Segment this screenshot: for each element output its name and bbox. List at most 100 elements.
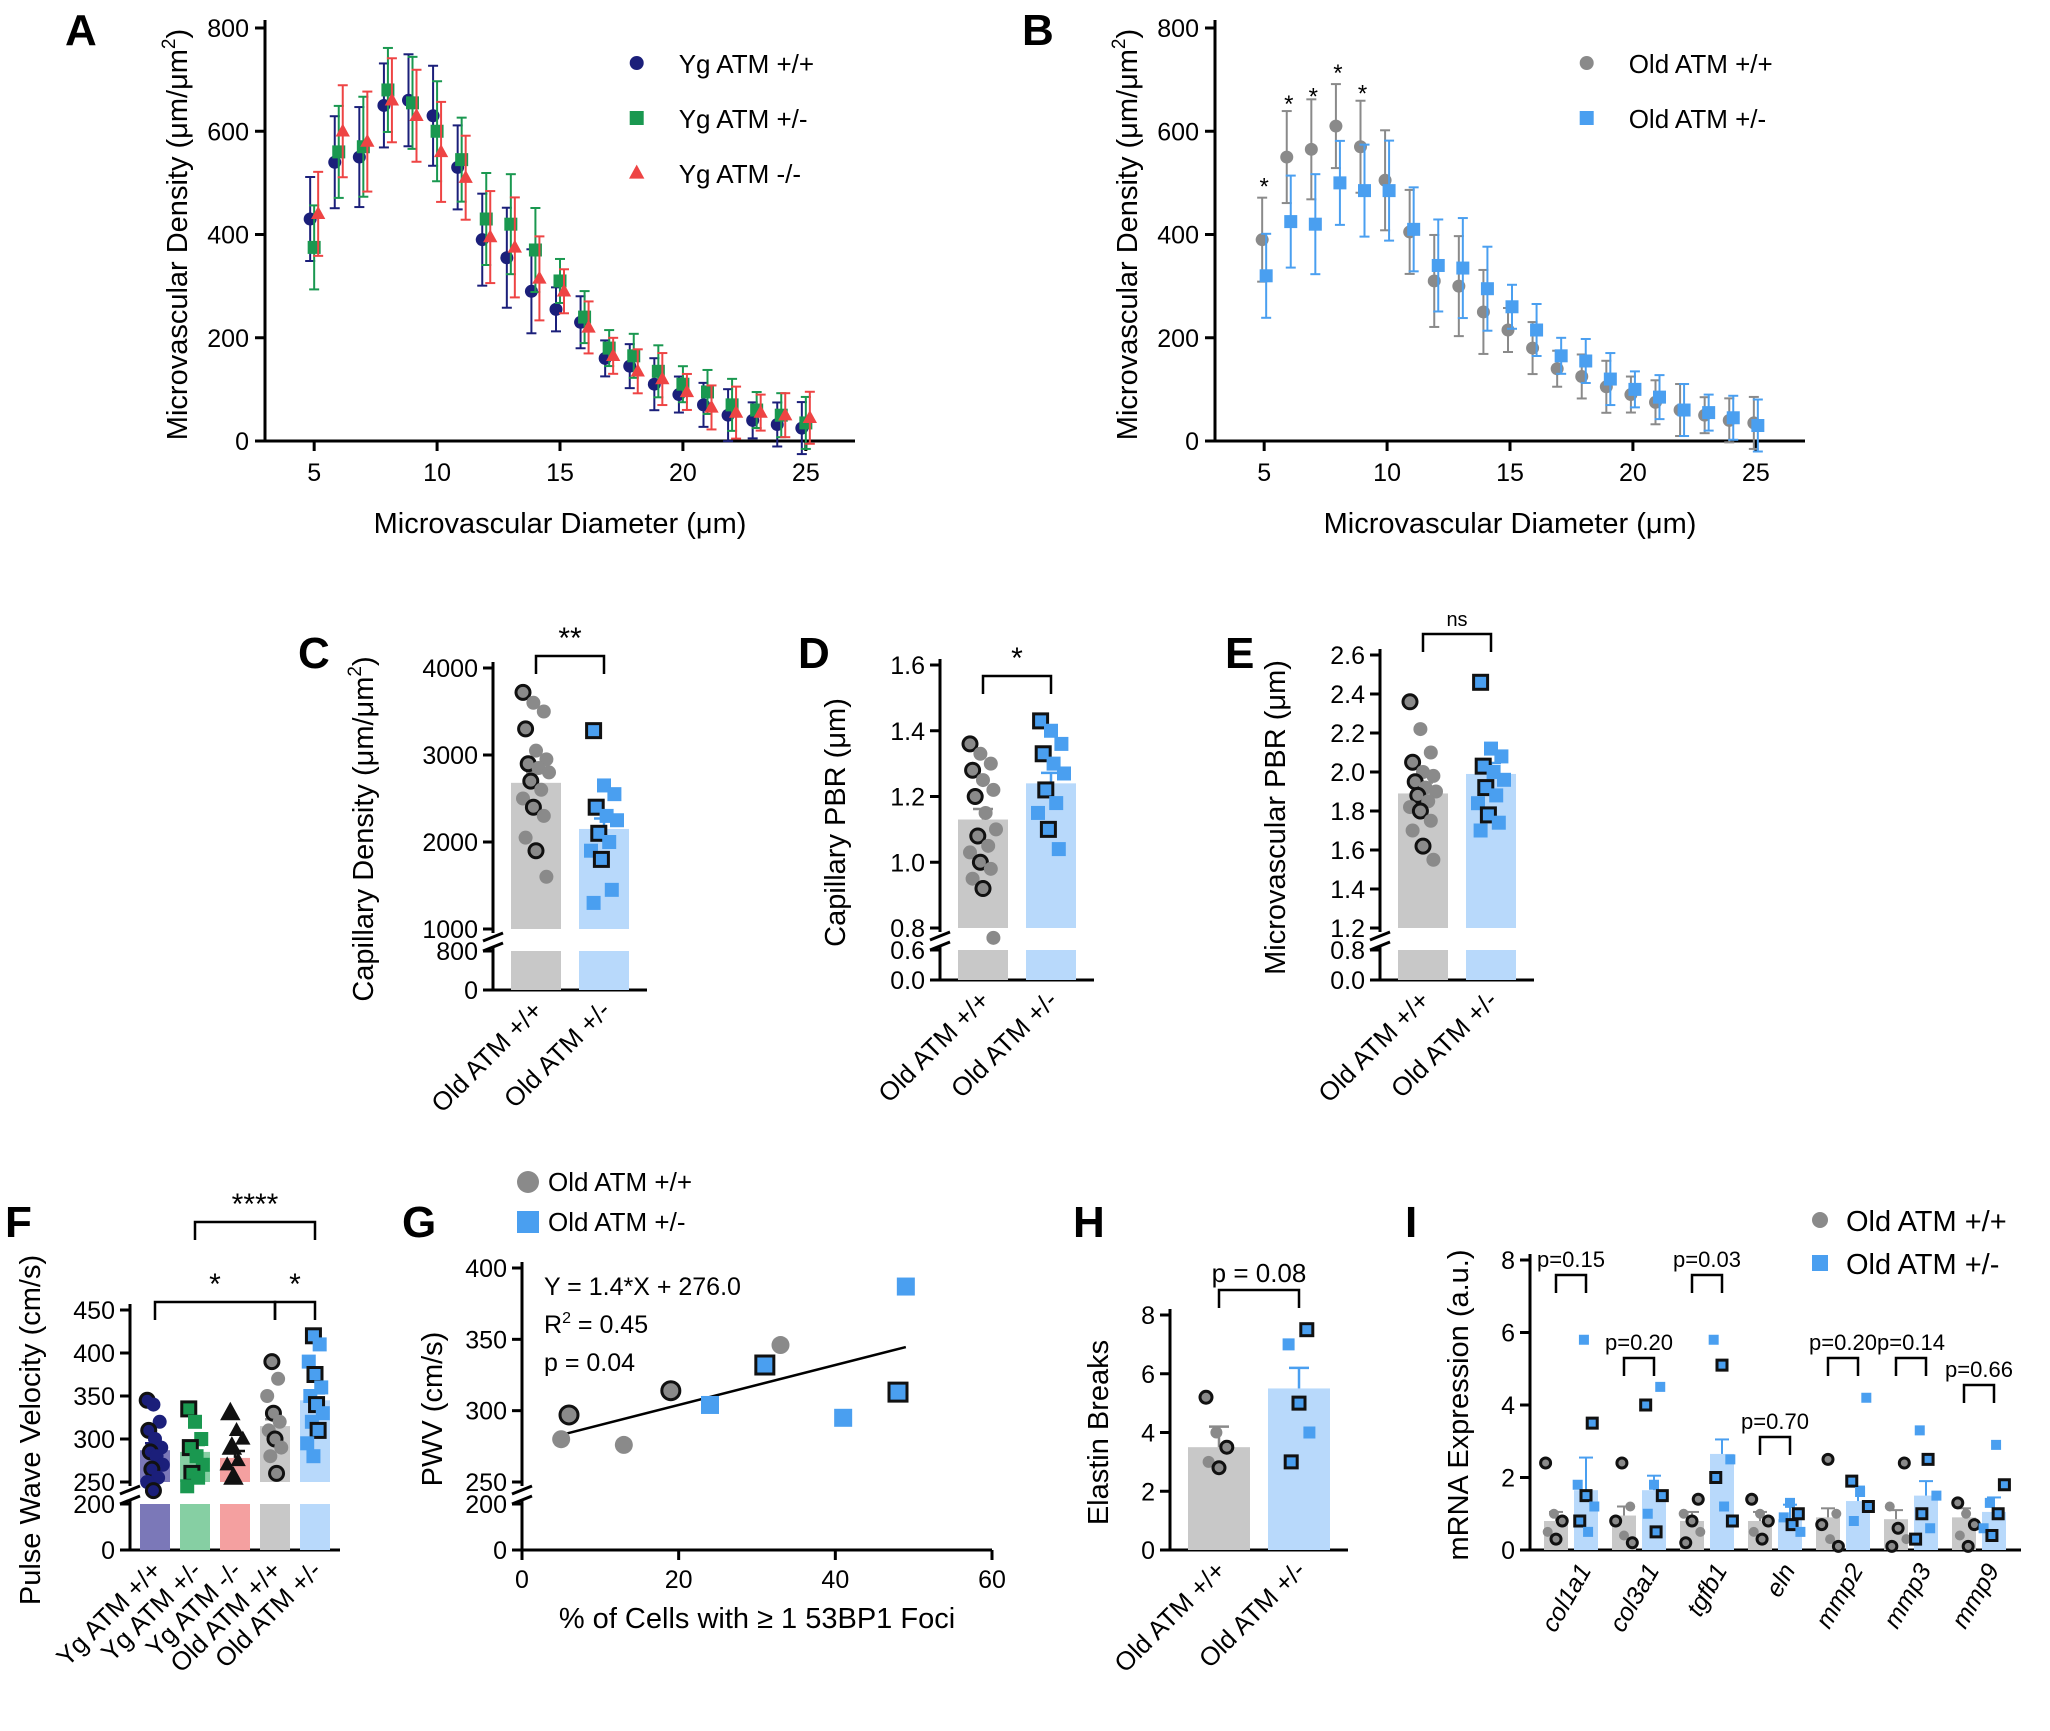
legend-label: Yg ATM +/- [679, 104, 808, 134]
data-point [1726, 411, 1740, 425]
data-point [606, 348, 621, 362]
data-point [311, 206, 326, 220]
y-tick-label: 0 [493, 1537, 507, 1565]
y-tick-label: 0 [235, 428, 249, 456]
data-point [1677, 403, 1691, 417]
y-tick-label: 1.6 [1330, 837, 1365, 865]
significance-bracket [1554, 1273, 1588, 1293]
significance-bracket [273, 1300, 317, 1320]
y-tick-label: 0.6 [890, 937, 925, 965]
data-point [581, 319, 596, 333]
x-tick-label: tgfb1 [1681, 1559, 1733, 1621]
y-tick-label: 0 [1185, 428, 1199, 456]
data-point [1404, 753, 1422, 771]
data-point [1745, 1492, 1759, 1506]
data-point [728, 404, 744, 418]
legend-label: Old ATM +/+ [548, 1167, 692, 1197]
data-point [1785, 1518, 1799, 1532]
data-point [701, 1395, 719, 1414]
y-tick-label: 600 [1157, 118, 1199, 146]
data-point [1589, 1501, 1600, 1512]
data-point [1625, 1536, 1639, 1550]
y-tick-label: 400 [1157, 222, 1199, 250]
legend-label: Yg ATM -/- [679, 159, 801, 189]
data-point [1755, 1532, 1769, 1546]
data-point [300, 1436, 315, 1451]
data-point [660, 1380, 682, 1402]
data-point [1039, 820, 1057, 838]
data-point [1456, 261, 1470, 275]
data-point [1057, 766, 1071, 781]
x-tick-label: 5 [1257, 459, 1271, 487]
data-point [1831, 1539, 1845, 1553]
data-point [1489, 788, 1504, 803]
data-point [263, 1353, 281, 1371]
y-tick-label: 0.8 [890, 915, 925, 943]
x-tick-label: 60 [978, 1566, 1006, 1594]
data-point [1685, 1514, 1699, 1528]
data-point [1861, 1392, 1872, 1403]
data-point [1051, 842, 1066, 857]
data-point [1579, 1489, 1593, 1503]
data-point [1259, 269, 1273, 283]
y-tick-label: 200 [73, 1491, 115, 1519]
data-point [1855, 1487, 1866, 1497]
data-point [1583, 1526, 1594, 1537]
legend-label: Old ATM +/- [1629, 104, 1767, 134]
y-axis-label: mRNA Expression (a.u.) [1443, 1249, 1475, 1560]
y-tick-label: 0 [1141, 1537, 1155, 1565]
data-point [1751, 419, 1765, 433]
data-point [1548, 1508, 1559, 1519]
data-point [1037, 781, 1055, 799]
significance-bracket [193, 1220, 317, 1240]
y-tick-label: 0.0 [1330, 967, 1365, 995]
x-tick-label: col1a1 [1536, 1559, 1597, 1637]
data-point [1615, 1456, 1629, 1470]
y-tick-label: 1000 [422, 916, 478, 944]
data-point [1628, 382, 1642, 396]
y-tick-label: 1.2 [1330, 915, 1365, 943]
data-point [1299, 1322, 1315, 1338]
data-point [753, 404, 768, 418]
significance-label: p=0.20 [1605, 1330, 1673, 1355]
data-point [771, 1336, 790, 1355]
data-point [532, 270, 547, 284]
significance-label: **** [232, 1188, 279, 1221]
data-point [978, 805, 993, 820]
significance-star: * [1333, 60, 1342, 87]
data-point [1679, 1536, 1693, 1550]
data-point [1785, 1497, 1795, 1508]
data-point [558, 1404, 580, 1426]
data-point [1831, 1508, 1842, 1519]
data-point [312, 1337, 327, 1352]
x-tick-label: 20 [1619, 459, 1647, 487]
data-point [986, 930, 1001, 945]
data-point [1708, 1334, 1719, 1345]
data-point [1991, 1439, 2002, 1450]
data-point [1885, 1539, 1899, 1553]
data-point [1308, 217, 1322, 231]
y-tick-label: 0.0 [890, 967, 925, 995]
data-point [1978, 1523, 1989, 1534]
data-point [1997, 1478, 2011, 1492]
data-point [983, 756, 998, 771]
data-point [1961, 1508, 1972, 1519]
data-point [517, 720, 535, 738]
y-tick-label: 250 [465, 1469, 507, 1497]
significance-bracket [1826, 1356, 1860, 1376]
bar-lower [180, 1504, 210, 1550]
data-point [1423, 745, 1438, 760]
data-point [542, 765, 556, 780]
y-tick-label: 400 [207, 222, 249, 250]
y-tick-label: 1.2 [890, 784, 925, 812]
x-tick-label: mmp3 [1878, 1559, 1937, 1633]
r-squared-text: R2 = 0.45 [544, 1310, 648, 1339]
data-point [539, 869, 554, 884]
y-axis-label: Microvascular PBR (μm) [1260, 660, 1292, 975]
y-tick-label: 200 [465, 1491, 507, 1519]
significance-label: p=0.14 [1877, 1330, 1945, 1355]
panel-label-f: F [5, 1198, 32, 1247]
data-point [1709, 1471, 1723, 1484]
